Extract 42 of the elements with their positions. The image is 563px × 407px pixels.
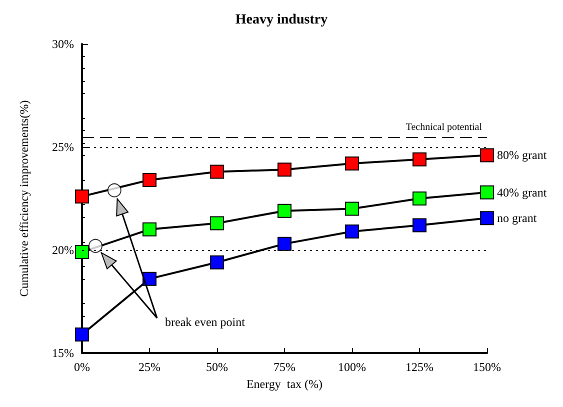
chart-title: Heavy industry (235, 12, 328, 28)
x-tick-label: 100% (338, 360, 366, 374)
point (278, 162, 292, 177)
series-label: 40% grant (497, 185, 548, 200)
y-tick-label: 25% (52, 140, 74, 154)
point (278, 236, 292, 251)
x-tick-label: 50% (206, 360, 228, 374)
series-label: 80% grant (497, 148, 548, 162)
x-tick-label: 25% (138, 360, 160, 374)
ref-line-label: Technical potential (406, 122, 482, 134)
point (210, 255, 224, 270)
point (345, 202, 359, 216)
y-axis-title: Cumulative efficiency improvements(%) (17, 100, 31, 297)
x-tick-label: 125% (406, 360, 434, 374)
point (75, 245, 89, 260)
x-axis-title: Energy tax (%) (246, 376, 323, 391)
point (142, 172, 156, 187)
x-tick-label: 150% (473, 360, 501, 374)
point (75, 189, 89, 204)
series-label: no grant (497, 211, 538, 226)
point (412, 192, 426, 206)
y-tick-label: 15% (52, 346, 74, 360)
point (412, 152, 426, 166)
x-tick-label: 75% (274, 360, 296, 374)
x-tick-label: 0% (74, 360, 90, 374)
point (107, 183, 122, 198)
point (345, 224, 359, 238)
point (142, 272, 156, 286)
point (345, 156, 359, 170)
point (412, 218, 426, 232)
y-tick-label: 30% (52, 37, 74, 51)
point (480, 185, 494, 200)
point (480, 148, 494, 162)
point (210, 164, 224, 179)
point (278, 204, 292, 218)
point (480, 211, 494, 226)
point (88, 238, 102, 253)
annotation: break even point (165, 315, 246, 329)
point (142, 222, 156, 236)
point (210, 216, 224, 230)
y-tick-label: 20% (52, 243, 74, 257)
point (75, 327, 89, 342)
